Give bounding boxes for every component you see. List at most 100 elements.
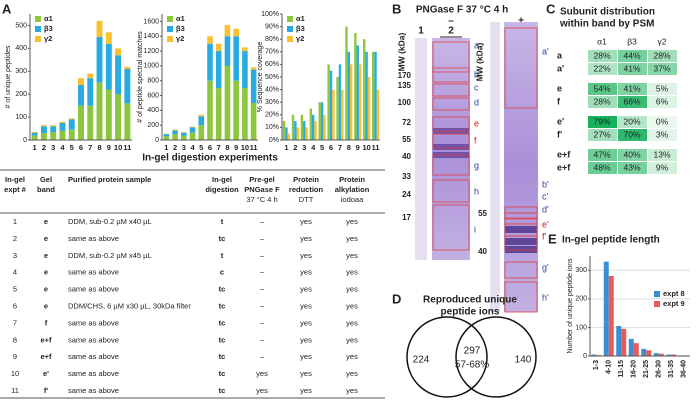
subunit-cell: [648, 83, 677, 95]
bar-segment: [207, 43, 213, 81]
bar: [371, 51, 375, 140]
legend-swatch: [167, 16, 173, 22]
x-tick-label: 10: [362, 143, 370, 152]
bar: [628, 338, 634, 356]
band-box: [432, 67, 470, 83]
x-tick-label: 4: [311, 143, 316, 152]
x-tick-label: 2: [42, 143, 46, 152]
table-cell: 3: [13, 251, 17, 260]
subunit-cell: [588, 162, 617, 174]
y-tick-label: 90%: [265, 23, 279, 30]
subunit-value: 28%: [593, 96, 610, 106]
y-tick-label: 400: [147, 107, 159, 114]
bar-segment: [50, 126, 57, 132]
bar-segment: [163, 134, 170, 137]
y-tick-label: 200: [575, 296, 587, 303]
y-tick-label: 0: [23, 137, 27, 144]
subunit-row-label: a': [557, 63, 564, 73]
x-tick-label: 6: [329, 143, 333, 152]
mw-label: 17: [402, 213, 411, 222]
mw-axis-label: MW (kDa): [396, 32, 406, 71]
x-tick-label: 7: [338, 143, 342, 152]
subunit-value: 79%: [593, 116, 610, 126]
bar: [300, 114, 304, 140]
table-cell: t: [221, 251, 224, 260]
x-tick-label: 1: [33, 143, 37, 152]
table-cell: same as above: [68, 352, 119, 361]
lane-label: 2: [448, 26, 454, 37]
table-cell: tc: [219, 285, 226, 294]
table-cell: e+f: [40, 335, 52, 344]
subunit-value: 6%: [656, 96, 669, 106]
band-label: f: [474, 135, 477, 145]
bar: [354, 32, 357, 140]
legend-label: α1: [296, 14, 305, 23]
mw-label: 170: [398, 71, 412, 80]
subunit-cell: [648, 149, 677, 161]
subunit-cell: [588, 50, 617, 62]
y-axis-label: # of unique peptides: [5, 45, 12, 109]
table-cell: yes: [346, 369, 358, 378]
subunit-value: 41%: [623, 63, 640, 73]
bar: [291, 114, 295, 140]
band-label: g: [474, 160, 479, 170]
bar-segment: [215, 88, 222, 140]
bar-segment: [78, 78, 84, 86]
y-tick-label: 100%: [261, 11, 279, 18]
y-tick-label: 1000: [143, 63, 159, 70]
y-tick-label: 500: [15, 22, 27, 29]
band-box: [504, 281, 538, 313]
bar-segment: [198, 114, 205, 117]
bar-segment: [124, 103, 131, 140]
venn-title: Reproduced unique: [423, 295, 517, 306]
bar: [305, 127, 308, 140]
legend-label: γ2: [44, 34, 52, 43]
bar-segment: [198, 125, 205, 140]
subunit-cell: [648, 129, 677, 141]
table-cell: e: [44, 285, 48, 294]
x-tick-label: 11: [372, 143, 380, 152]
bar: [314, 121, 317, 140]
table-header: Protein: [293, 175, 319, 184]
bar-segment: [233, 36, 239, 81]
table-cell: c: [220, 268, 224, 277]
table-cell: yes: [346, 268, 358, 277]
bar-segment: [78, 105, 84, 140]
subunit-value: 28%: [653, 50, 670, 60]
bar-segment: [78, 85, 84, 106]
y-tick-label: 100: [575, 324, 587, 331]
bar: [658, 353, 664, 356]
bar: [345, 26, 348, 141]
mw-axis-label: MW (kDa): [474, 42, 484, 81]
mw-label: 100: [398, 98, 412, 107]
table-header: Pre-gel: [249, 175, 274, 184]
subunit-value: 0%: [656, 116, 669, 126]
bar-segment: [105, 89, 112, 140]
table-header: alkylation: [335, 185, 370, 194]
bar-segment: [207, 80, 213, 140]
venn-title: peptide ions: [441, 307, 500, 318]
table-cell: e: [44, 301, 48, 310]
y-tick-label: 600: [147, 92, 159, 99]
table-cell: yes: [300, 251, 312, 260]
subunit-value: 13%: [653, 149, 670, 159]
x-tick-label: 3: [51, 143, 55, 152]
table-cell: –: [260, 234, 265, 243]
mw-label: 33: [402, 172, 411, 181]
band-label: h: [474, 186, 479, 196]
bar-segment: [31, 135, 38, 140]
subunit-cell: [618, 50, 647, 62]
y-tick-label: 60%: [265, 61, 279, 68]
subunit-row-label: a: [557, 50, 563, 60]
bar: [374, 51, 377, 140]
gel-minus: –: [448, 16, 454, 27]
subunit-row-label: e+f: [557, 162, 571, 172]
table-cell: 6: [13, 301, 17, 310]
y-tick-label: 80%: [265, 36, 279, 43]
x-tick-label: 5: [199, 143, 203, 152]
bar: [363, 39, 366, 141]
bar-segment: [59, 122, 66, 131]
mw-label: 72: [402, 118, 411, 127]
bar: [641, 348, 647, 356]
bar: [603, 261, 609, 356]
